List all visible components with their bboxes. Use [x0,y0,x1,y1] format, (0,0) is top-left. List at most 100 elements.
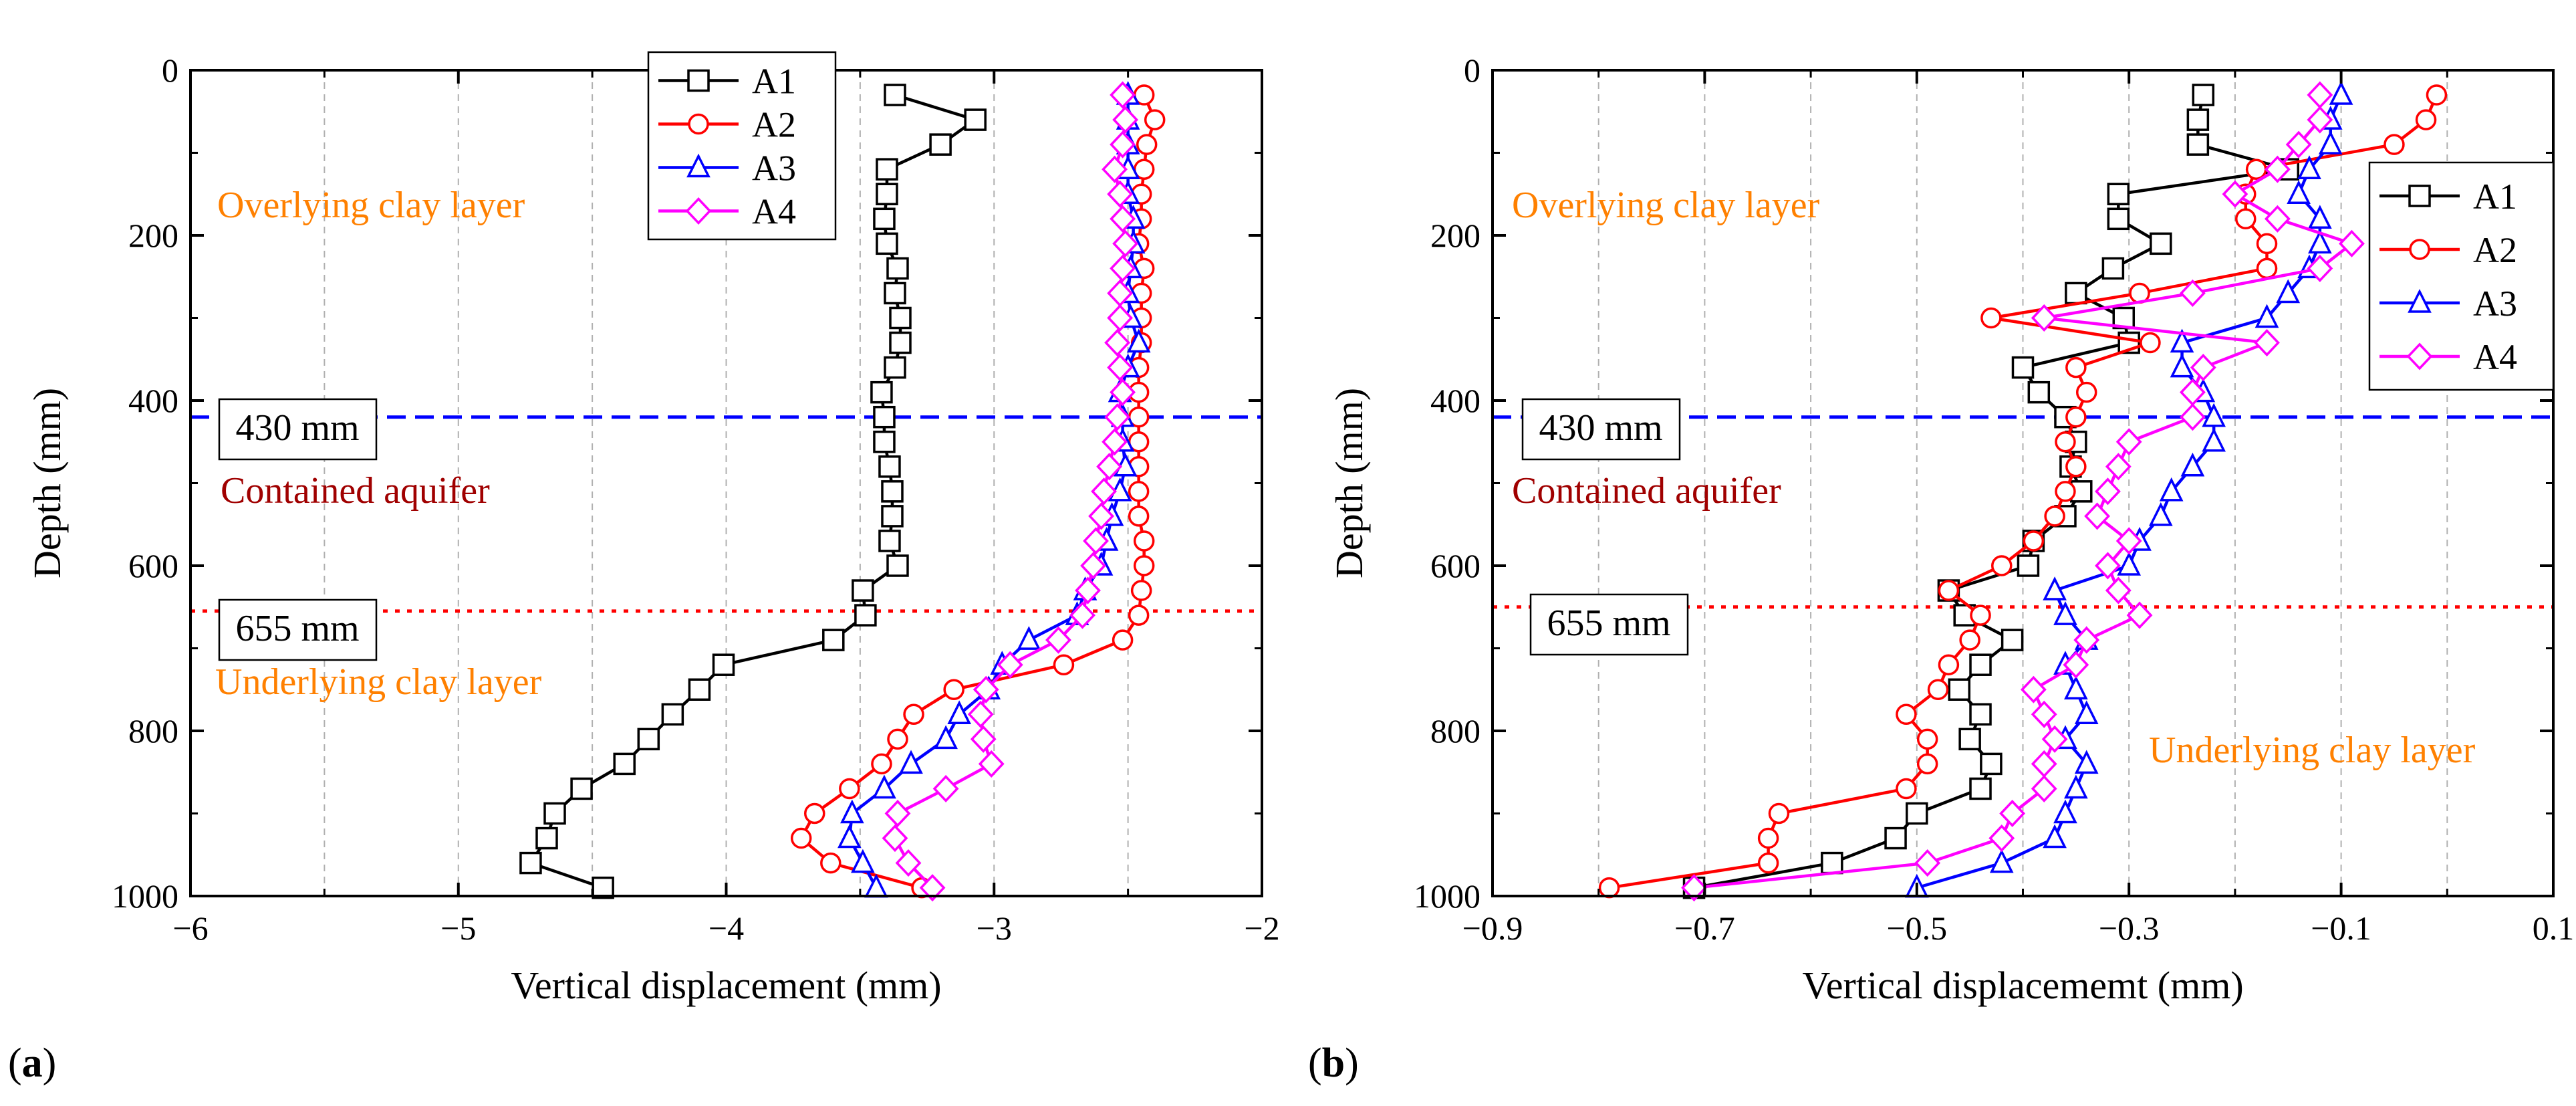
data-point-A2 [2426,84,2448,106]
depth-label: 430 mm [235,407,359,449]
data-point-A1 [519,851,542,875]
data-point-A3 [2064,675,2088,699]
data-point-A2 [2256,257,2278,280]
data-point-A4 [1088,502,1114,530]
data-point-A4 [882,824,908,853]
data-point-A1 [884,356,906,379]
data-point-A4 [1914,849,1941,877]
data-point-A4 [1681,874,1707,902]
data-point-A3 [2329,81,2353,105]
data-point-A4 [2180,403,2206,431]
data-point-A3 [2053,601,2077,625]
depth-label: 655 mm [235,608,359,649]
legend-label-A3: A3 [752,148,796,189]
data-point-A1 [2107,183,2130,205]
data-point-A3 [2053,799,2077,824]
layer-annotation: Underlying clay layer [215,661,542,703]
data-point-A1 [1821,851,1843,875]
data-point-A2 [2055,481,2076,502]
data-point-A4 [1107,354,1134,382]
data-point-A1 [2011,356,2035,379]
data-point-A1 [661,703,684,726]
data-point-A4 [2126,601,2153,629]
legend-label-A2: A2 [2473,230,2517,270]
data-point-A4 [1045,626,1071,654]
x-tick-label: −2 [1244,909,1279,947]
x-tick-label: −0.5 [1886,909,1947,947]
legend-marker-A1 [687,69,710,92]
data-point-A1 [2101,257,2125,280]
legend-marker-A4 [685,197,712,225]
y-tick-label: 1000 [1414,877,1480,915]
data-point-A1 [570,777,593,800]
y-axis-label: Depth (mm) [25,388,69,578]
data-point-A1 [592,876,614,899]
data-point-A3 [1126,328,1151,353]
data-point-A3 [899,750,923,774]
data-point-A1 [878,455,901,478]
data-point-A1 [2107,207,2130,231]
data-point-A3 [2148,502,2173,526]
data-point-A1 [2017,554,2040,577]
data-point-A2 [1959,629,1980,651]
y-tick-label: 0 [1464,51,1480,89]
data-point-A4 [978,750,1005,778]
data-point-A4 [2105,576,2132,604]
data-point-A3 [2159,477,2184,502]
data-point-A1 [688,678,711,701]
data-point-A1 [1969,777,1992,800]
data-point-A3 [2308,229,2332,254]
data-point-A3 [2308,205,2332,229]
data-point-A2 [2140,332,2161,354]
depth-label-box [1521,398,1681,461]
data-point-A4 [895,849,922,877]
data-point-A1 [876,158,898,181]
data-point-A2 [943,679,964,700]
y-tick-label: 600 [1430,547,1480,584]
y-tick-label: 200 [128,217,178,254]
data-point-A3 [2297,155,2321,179]
layer-annotation: Overlying clay layer [1512,185,1820,226]
data-point-A1 [889,306,912,330]
x-axis-label: Vertical displacememt (mm) [1802,964,2243,1007]
data-point-A3 [872,774,896,799]
data-point-A4 [1110,378,1136,407]
data-point-A2 [903,703,924,726]
y-tick-label: 1000 [112,877,178,915]
data-point-A3 [838,824,862,849]
data-point-A3 [2276,279,2301,304]
data-point-A4 [1110,130,1136,158]
data-point-A4 [2073,626,2100,654]
data-point-A4 [1075,576,1101,604]
data-point-A4 [2020,675,2047,703]
data-point-A1 [870,380,893,404]
data-point-A1 [1980,752,2003,776]
data-point-A2 [2055,431,2076,453]
x-axis-label: Vertical displacement (mm) [511,964,941,1007]
data-point-A3 [2202,427,2226,452]
data-point-A4 [2115,428,2142,456]
data-point-A1 [878,530,901,552]
y-tick-label: 400 [128,382,178,419]
legend-marker-A1 [2408,185,2431,207]
data-point-A2 [1916,728,1938,750]
legend-label-A3: A3 [2473,284,2517,324]
data-point-A1 [881,505,904,528]
data-point-A1 [2150,232,2172,255]
data-point-A4 [1104,329,1131,357]
data-point-A2 [1757,827,1779,849]
legend-marker-A4 [2406,342,2433,370]
data-point-A4 [1102,155,1128,183]
data-point-A4 [2307,106,2333,134]
data-point-A4 [2264,205,2291,233]
x-tick-label: −0.7 [1674,909,1735,947]
data-point-A4 [932,774,959,802]
data-point-A4 [970,725,997,753]
data-point-A1 [876,232,898,255]
data-point-A4 [1104,403,1131,431]
data-point-A4 [2031,750,2057,778]
x-tick-label: −4 [709,909,744,947]
y-tick-label: 800 [1430,712,1480,750]
x-tick-label: −0.9 [1462,909,1523,947]
data-point-A4 [1096,453,1122,481]
